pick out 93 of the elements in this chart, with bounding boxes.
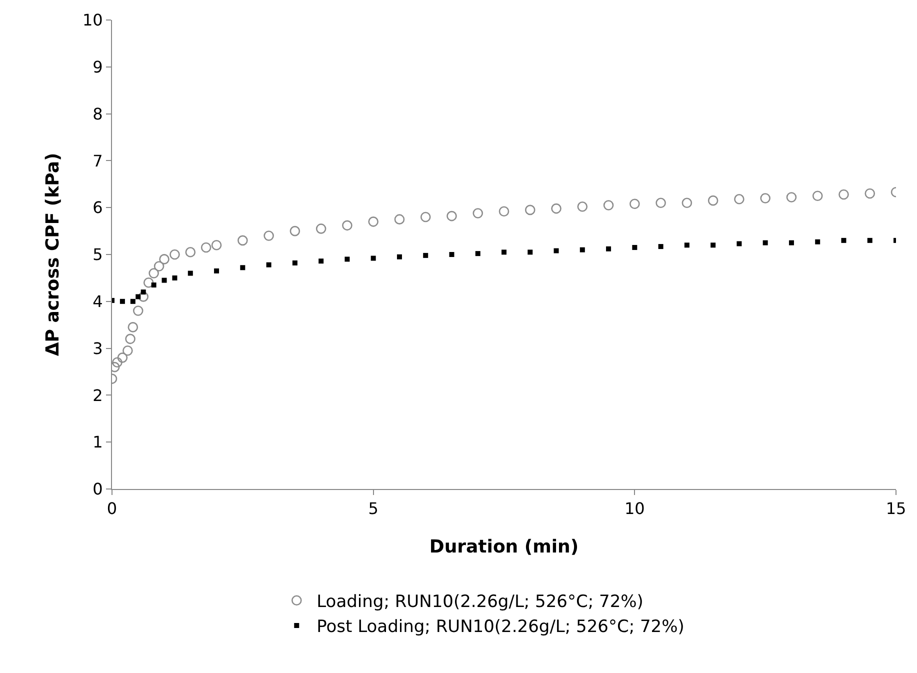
point [423, 252, 428, 258]
point [710, 242, 716, 248]
point [420, 212, 431, 222]
point [475, 251, 480, 256]
point [524, 204, 536, 216]
point [368, 216, 378, 227]
point [170, 249, 180, 260]
point [238, 235, 248, 246]
x-axis-title: Duration (min) [429, 536, 579, 558]
point [812, 190, 823, 202]
point [684, 242, 690, 248]
point [841, 238, 846, 243]
point [449, 252, 454, 257]
point [630, 198, 640, 209]
y-tick-label: 10 [82, 10, 103, 30]
point [138, 292, 149, 302]
point [867, 238, 872, 243]
y-tick-label: 9 [92, 58, 103, 76]
point [632, 244, 638, 250]
point [117, 352, 128, 363]
y-tick-label: 1 [92, 432, 103, 452]
point [396, 254, 402, 260]
point [342, 220, 352, 231]
y-tick-label: 0 [92, 480, 103, 499]
point [551, 203, 562, 214]
point [606, 246, 612, 252]
point [172, 275, 178, 280]
point [200, 242, 212, 253]
point [264, 230, 274, 241]
point [290, 226, 300, 236]
point [760, 193, 770, 204]
point [136, 294, 141, 300]
point [292, 260, 298, 266]
point [211, 240, 222, 250]
point [162, 278, 167, 283]
point [528, 250, 533, 255]
point [658, 244, 664, 250]
point [143, 277, 154, 288]
point [656, 198, 666, 208]
point [502, 250, 506, 255]
point [554, 248, 559, 254]
point [148, 268, 159, 278]
y-tick-label: 2 [92, 386, 103, 405]
y-tick-label: 5 [92, 245, 103, 264]
point [708, 195, 718, 206]
point [151, 282, 156, 288]
point [128, 322, 138, 332]
point [130, 298, 136, 304]
point [140, 290, 146, 295]
point [762, 240, 768, 246]
point [446, 210, 457, 222]
x-tick-label: 10 [624, 499, 645, 518]
point [185, 247, 196, 258]
y-tick-label: 4 [92, 292, 103, 311]
y-axis-title: ΔP across CPF (kPa) [42, 152, 64, 356]
point [120, 298, 125, 304]
x-tick-label: 0 [106, 499, 118, 518]
y-tick-label: 6 [92, 198, 103, 218]
point [864, 188, 876, 199]
point [240, 265, 246, 270]
x-tick-label: 15 [886, 499, 906, 518]
y-tick-label: 3 [92, 338, 103, 358]
x-tick-label: 5 [368, 499, 378, 518]
point [112, 357, 122, 368]
point [316, 224, 326, 234]
legend-label: Post Loading; RUN10(2.26g/L; 526°C; 72%) [316, 617, 684, 638]
point [734, 194, 744, 204]
point [318, 258, 324, 264]
y-tick-label: 7 [92, 151, 103, 170]
point [394, 214, 405, 224]
point [815, 239, 820, 244]
point [370, 256, 376, 261]
point [788, 240, 794, 246]
point [344, 256, 350, 262]
point [122, 346, 133, 356]
point [159, 254, 170, 264]
point [188, 270, 193, 276]
point [682, 198, 692, 208]
point [603, 200, 614, 210]
point [838, 189, 849, 200]
point [580, 247, 585, 252]
point [266, 262, 272, 268]
point [154, 261, 164, 272]
point [786, 192, 797, 202]
point [498, 206, 510, 216]
point [472, 208, 484, 218]
point [125, 334, 136, 344]
point [132, 306, 144, 316]
point [214, 268, 220, 274]
point [577, 202, 588, 212]
point [736, 241, 742, 246]
y-tick-label: 8 [92, 104, 103, 124]
legend-label: Loading; RUN10(2.26g/L; 526°C; 72%) [316, 592, 644, 612]
